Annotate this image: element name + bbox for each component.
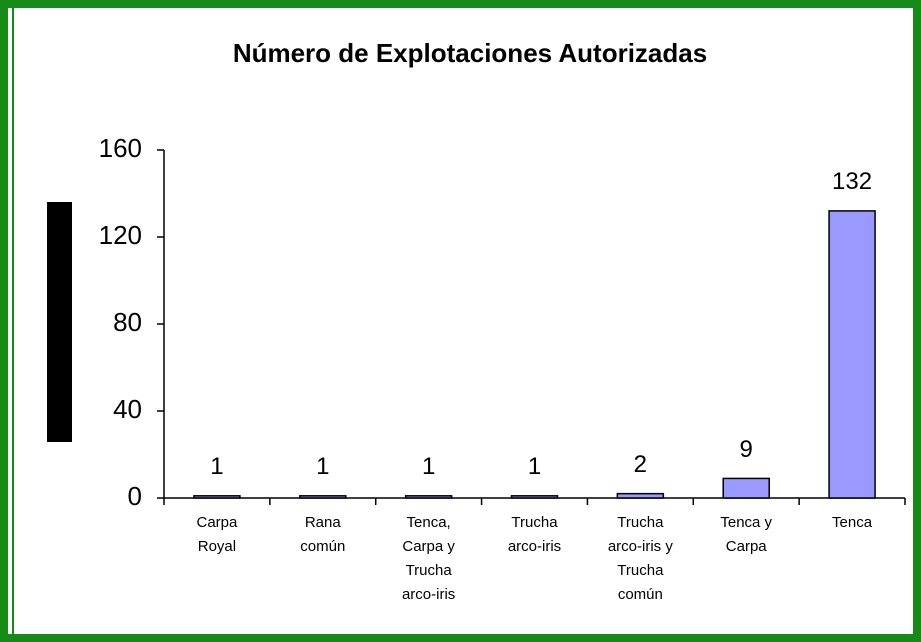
x-tick-label: Trucha	[617, 562, 664, 579]
x-tick-label: arco-iris y	[608, 538, 674, 555]
chart-title: Número de Explotaciones Autorizadas	[233, 38, 707, 68]
x-tick-label: Royal	[198, 538, 236, 555]
bar	[193, 495, 241, 499]
x-tick-label: Trucha	[617, 514, 664, 531]
x-tick-label: Trucha	[511, 514, 558, 531]
x-tick-label: Carpa y	[402, 538, 455, 555]
x-tick-label: Tenca y	[720, 514, 772, 531]
x-tick-label: Tenca,	[407, 514, 451, 531]
x-tick-label: arco-iris	[508, 538, 561, 555]
y-tick-label: 40	[113, 394, 142, 424]
bar	[510, 495, 559, 499]
data-label: 132	[832, 168, 872, 195]
x-tick-label: Carpa	[196, 514, 238, 531]
data-label: 1	[528, 453, 541, 480]
y-tick-label: 160	[99, 133, 142, 163]
x-tick-label: común	[300, 538, 345, 555]
data-label: 2	[634, 451, 647, 478]
x-tick-label: arco-iris	[402, 586, 455, 603]
x-tick-label: Trucha	[406, 562, 453, 579]
axis-label-redacted	[47, 202, 72, 442]
y-tick-label: 120	[99, 220, 142, 250]
bar	[616, 492, 665, 499]
bar	[828, 210, 876, 499]
data-label: 1	[316, 453, 329, 480]
x-tick-label: Rana	[305, 514, 342, 531]
bar	[299, 495, 347, 499]
data-label: 1	[210, 453, 223, 480]
data-label: 1	[422, 453, 435, 480]
x-tick-label: Carpa	[726, 538, 768, 555]
bar	[722, 477, 770, 499]
y-tick-label: 80	[113, 307, 142, 337]
data-label: 9	[740, 436, 753, 463]
x-tick-label: común	[618, 586, 663, 603]
x-tick-label: Tenca	[832, 514, 873, 531]
bar	[404, 495, 453, 499]
y-tick-label: 0	[128, 481, 142, 511]
